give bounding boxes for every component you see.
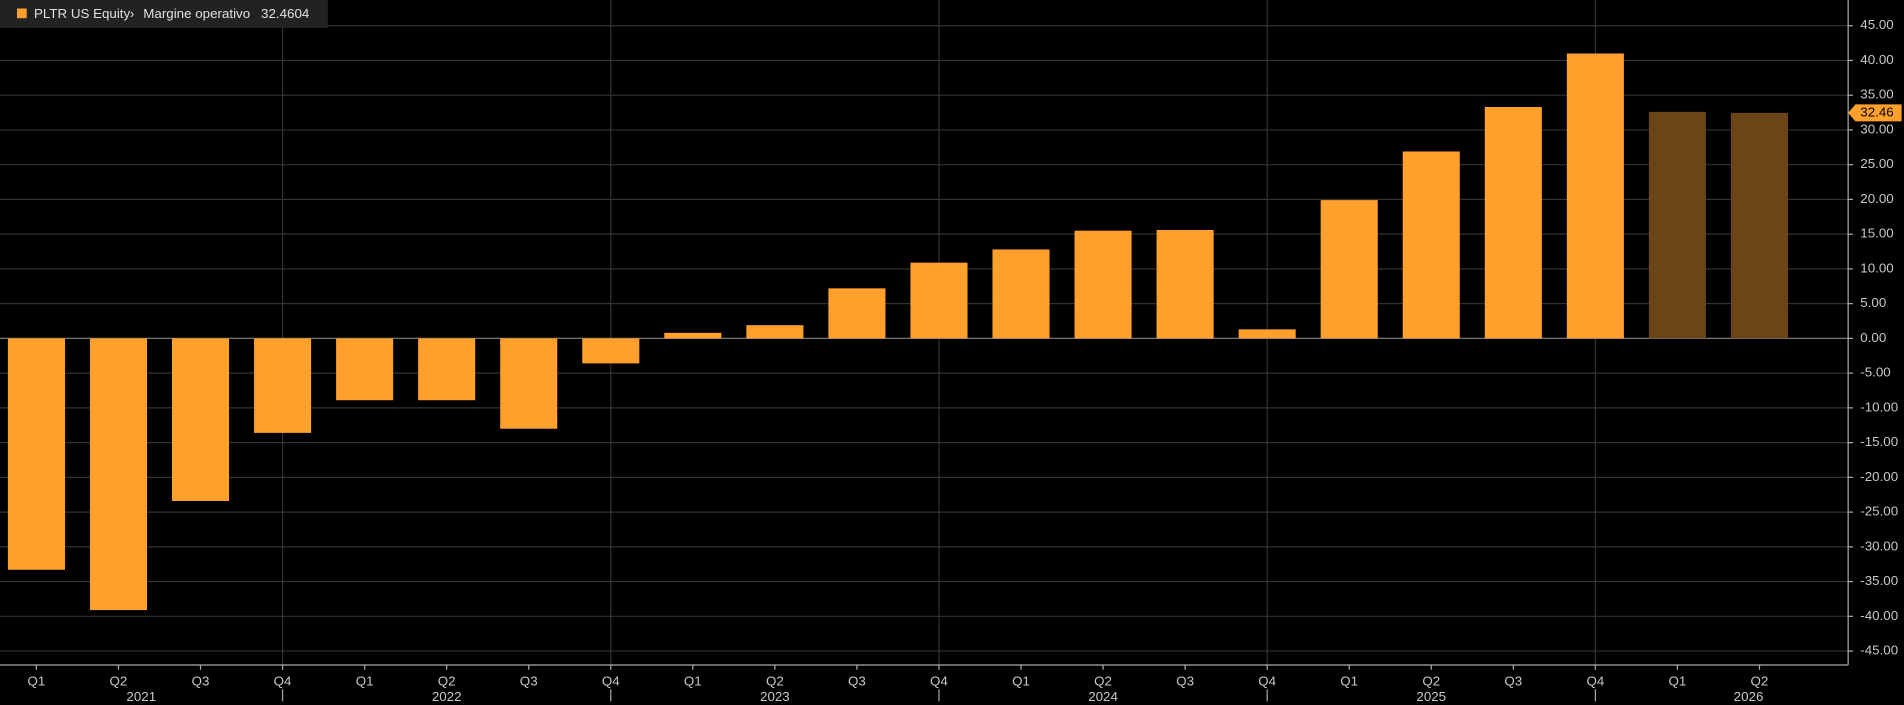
legend-ticker: PLTR US Equity	[34, 6, 131, 21]
year-label: 2023	[760, 689, 790, 704]
legend-swatch	[17, 8, 27, 19]
bar	[500, 338, 558, 429]
y-tick-label: -40.00	[1860, 608, 1898, 623]
x-tick-label: Q2	[1422, 673, 1440, 688]
x-tick-label: Q2	[438, 673, 456, 688]
y-tick-label: -20.00	[1860, 469, 1898, 484]
x-tick-label: Q4	[1586, 673, 1604, 688]
y-tick-label: 45.00	[1860, 17, 1893, 32]
y-tick-label: 20.00	[1860, 191, 1893, 206]
y-tick-label: -15.00	[1860, 434, 1898, 449]
legend-box	[0, 0, 328, 28]
y-tick-label: -5.00	[1860, 365, 1890, 380]
y-tick-label: -30.00	[1860, 538, 1898, 553]
y-tick-label: 25.00	[1860, 156, 1893, 171]
x-tick-label: Q3	[848, 673, 866, 688]
bar	[1402, 151, 1460, 339]
x-tick-label: Q2	[1094, 673, 1112, 688]
bar	[1156, 229, 1214, 339]
x-tick-label: Q1	[1340, 673, 1358, 688]
y-tick-label: 10.00	[1860, 260, 1893, 275]
legend-field: Margine operativo	[143, 6, 250, 21]
x-tick-label: Q3	[1176, 673, 1194, 688]
bar	[1730, 112, 1788, 339]
legend-separator: ›	[130, 6, 134, 21]
year-label: 2025	[1416, 689, 1446, 704]
x-tick-label: Q1	[356, 673, 374, 688]
bar	[1648, 111, 1706, 339]
x-tick-label: Q3	[1504, 673, 1522, 688]
year-label: 2021	[126, 689, 156, 704]
bar	[828, 288, 886, 339]
y-tick-label: -25.00	[1860, 504, 1898, 519]
y-tick-label: 5.00	[1860, 295, 1886, 310]
y-tick-label: 0.00	[1860, 330, 1886, 345]
bar	[254, 338, 312, 433]
y-tick-label: 40.00	[1860, 52, 1893, 67]
x-tick-label: Q2	[766, 673, 784, 688]
last-value-label: 32.46	[1860, 104, 1893, 119]
bar	[418, 338, 476, 401]
bar	[1566, 53, 1624, 339]
year-label: 2022	[432, 689, 462, 704]
bar	[7, 338, 65, 570]
bar	[1484, 107, 1542, 339]
year-label: 2024	[1088, 689, 1118, 704]
x-tick-label: Q2	[1751, 673, 1769, 688]
bar	[582, 338, 640, 364]
x-tick-label: Q3	[520, 673, 538, 688]
legend-value: 32.4604	[261, 6, 310, 21]
x-tick-label: Q1	[1669, 673, 1687, 688]
x-tick-label: Q1	[684, 673, 702, 688]
bar	[336, 338, 394, 401]
bar	[992, 249, 1050, 339]
bar	[1074, 230, 1132, 339]
y-tick-label: 30.00	[1860, 121, 1893, 136]
bar	[1238, 329, 1296, 339]
y-tick-label: -35.00	[1860, 573, 1898, 588]
bar	[171, 338, 230, 501]
y-tick-label: 15.00	[1860, 226, 1893, 241]
x-tick-label: Q4	[1258, 673, 1276, 688]
x-tick-label: Q4	[930, 673, 948, 688]
x-tick-label: Q3	[192, 673, 210, 688]
bar	[89, 338, 148, 611]
x-tick-label: Q1	[28, 673, 46, 688]
y-tick-label: -10.00	[1860, 399, 1898, 414]
year-label: 2026	[1734, 689, 1764, 704]
x-tick-label: Q4	[602, 673, 620, 688]
y-tick-label: 35.00	[1860, 87, 1893, 102]
y-tick-label: -45.00	[1860, 643, 1898, 658]
x-tick-label: Q4	[274, 673, 292, 688]
bar	[746, 325, 804, 339]
bar	[910, 262, 968, 339]
last-value-tag	[1848, 104, 1902, 122]
bar	[1320, 200, 1378, 339]
bar	[664, 332, 722, 339]
x-tick-label: Q1	[1012, 673, 1030, 688]
x-tick-label: Q2	[110, 673, 128, 688]
